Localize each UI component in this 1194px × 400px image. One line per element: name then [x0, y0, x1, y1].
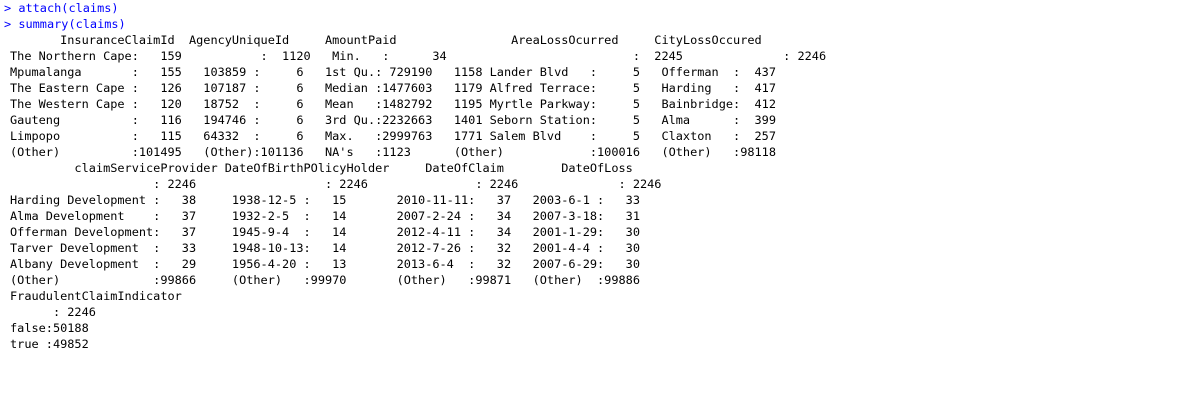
console-command-line: > summary(claims): [4, 16, 1194, 32]
summary-output-line: FraudulentClaimIndicator: [10, 289, 182, 303]
summary-output-line: The Eastern Cape : 126 107187 : 6 Median…: [10, 81, 776, 95]
summary-output-line: Tarver Development : 33 1948-10-13: 14 2…: [10, 241, 640, 255]
summary-output-line: Mpumalanga : 155 103859 : 6 1st Qu.: 729…: [10, 65, 776, 79]
summary-output-line: Alma Development : 37 1932-2-5 : 14 2007…: [10, 209, 640, 223]
summary-output-line: InsuranceClaimId AgencyUniqueId AmountPa…: [10, 33, 762, 47]
console-prompt: >: [4, 1, 19, 15]
summary-output-line: Offerman Development: 37 1945-9-4 : 14 2…: [10, 225, 640, 239]
summary-output-line: Gauteng : 116 194746 : 6 3rd Qu.:2232663…: [10, 113, 776, 127]
summary-output-line: Albany Development : 29 1956-4-20 : 13 2…: [10, 257, 640, 271]
console-command-line: > attach(claims): [4, 0, 1194, 16]
summary-output-line: : 2246 : 2246 : 2246 : 2246: [10, 177, 662, 191]
console-command-text: summary(claims): [18, 17, 126, 31]
summary-output-line: Limpopo : 115 64332 : 6 Max. :2999763 17…: [10, 129, 776, 143]
summary-output-line: true :49852: [10, 337, 89, 351]
summary-output-line: Harding Development : 38 1938-12-5 : 15 …: [10, 193, 640, 207]
summary-output-line: The Western Cape : 120 18752 : 6 Mean :1…: [10, 97, 776, 111]
console-prompt: >: [4, 17, 19, 31]
summary-output-line: claimServiceProvider DateOfBirthPOlicyHo…: [10, 161, 633, 175]
summary-output-line: The Northern Cape: 159 : 1120 Min. : 34 …: [10, 49, 827, 63]
console-command-text: attach(claims): [18, 1, 119, 15]
summary-output-line: (Other) :99866 (Other) :99970 (Other) :9…: [10, 273, 640, 287]
summary-output-line: (Other) :101495 (Other):101136 NA's :112…: [10, 145, 776, 159]
summary-output-line: false:50188: [10, 321, 89, 335]
summary-output-line: : 2246: [10, 305, 96, 319]
